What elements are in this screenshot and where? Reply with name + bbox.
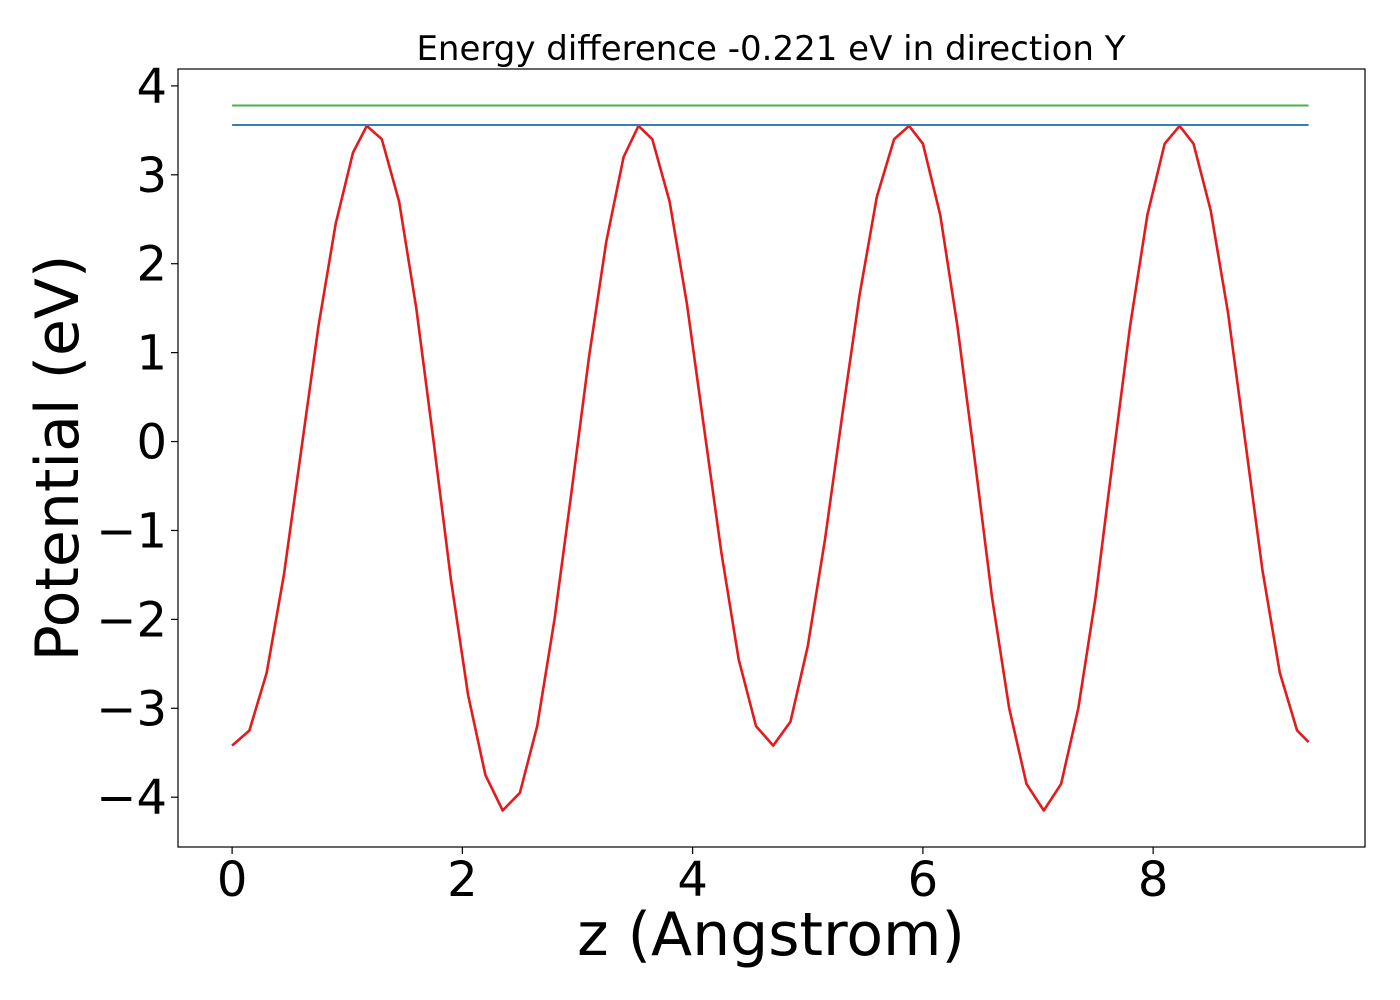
chart-title: Energy difference -0.221 eV in direction… (416, 29, 1125, 69)
y-tick-label: 0 (136, 415, 167, 471)
x-tick-label: 4 (677, 852, 708, 908)
x-tick-label: 8 (1138, 852, 1169, 908)
plot-frame (177, 68, 1366, 848)
y-axis-ticks: 4 3 2 1 0 −1 −2 −3 −4 (96, 59, 178, 826)
x-tick-label: 0 (217, 852, 248, 908)
y-tick-label: −2 (96, 592, 167, 648)
y-tick-label: 1 (136, 326, 167, 382)
y-tick-label: −1 (96, 503, 167, 559)
y-axis-label: Potential (eV) (23, 255, 93, 662)
y-tick-label: −3 (96, 681, 167, 737)
y-tick-label: 2 (136, 237, 167, 293)
x-tick-label: 6 (908, 852, 939, 908)
x-axis-ticks: 0 2 4 6 8 (217, 847, 1169, 908)
y-tick-label: 4 (136, 59, 167, 115)
series-group (231, 104, 1310, 812)
x-tick-label: 2 (447, 852, 478, 908)
series-line-0 (231, 124, 1310, 812)
y-tick-label: 3 (136, 148, 167, 204)
x-axis-label: z (Angstrom) (577, 900, 965, 970)
y-tick-label: −4 (96, 770, 167, 826)
